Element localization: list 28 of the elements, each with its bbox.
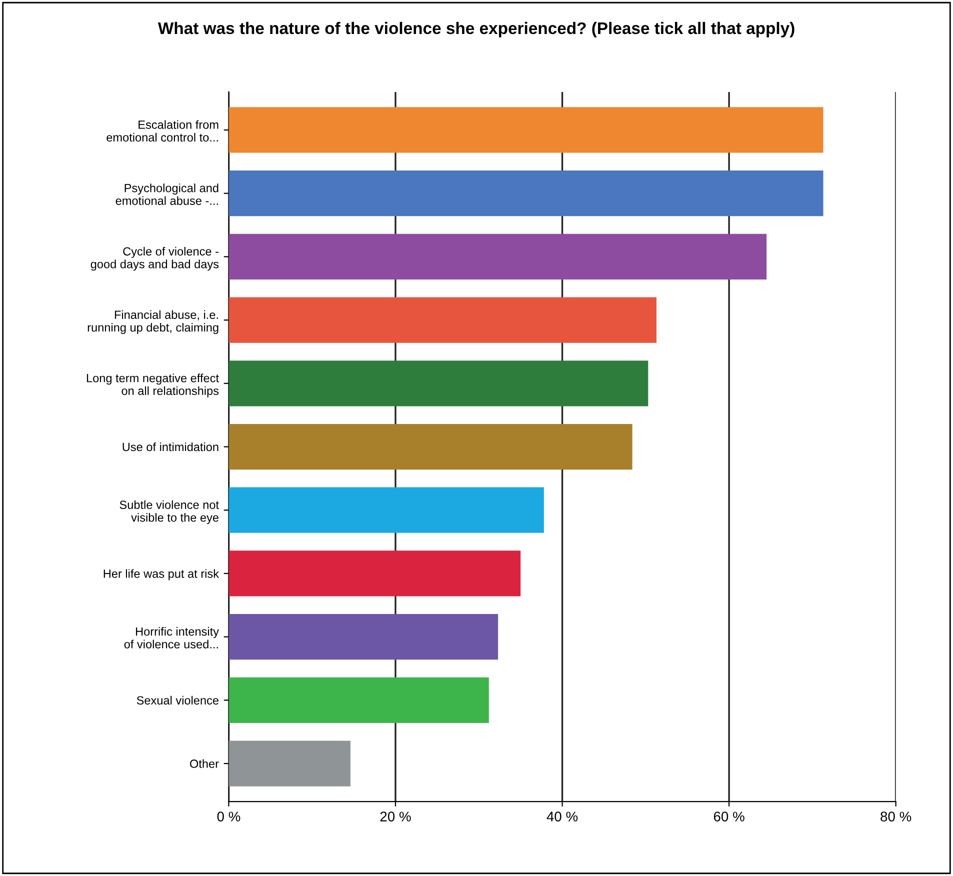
y-tick-label: Psychological and emotional abuse -...	[116, 184, 218, 205]
y-tick-label: Other	[190, 759, 219, 768]
y-tick-label: Use of intimidation	[122, 442, 218, 452]
bar	[228, 677, 489, 723]
bar	[228, 424, 632, 470]
y-tick-label: Escalation from emotional control to...	[106, 120, 218, 142]
y-tick-label: Cycle of violence - good days and bad days	[90, 246, 219, 271]
y-tick-label: Financial abuse, i.e. running up debt, claiming	[88, 310, 218, 334]
bar	[228, 614, 498, 660]
bar	[228, 170, 824, 216]
bar	[228, 360, 648, 406]
y-tick-label: Long term negative effect on all relationships	[86, 374, 219, 398]
y-tick-label: Horrific intensity of violence used...	[124, 627, 219, 648]
x-tick-label: 20 %	[380, 812, 411, 822]
bar	[228, 740, 350, 786]
x-tick-label: 80 %	[880, 812, 912, 822]
bar	[228, 107, 824, 153]
bar	[228, 297, 656, 343]
x-tick-label: 60 %	[714, 812, 744, 822]
chart-title: What was the nature of the violence she experienced? (Please tick all that apply)	[158, 22, 794, 38]
x-tick-label: 0 %	[217, 812, 240, 822]
y-tick-label: Sexual violence	[136, 696, 218, 705]
x-tick-label: 40 %	[546, 812, 578, 822]
bar	[228, 234, 767, 280]
y-tick-label: Her life was put at risk	[104, 569, 220, 580]
y-tick-label: Subtle violence not visible to the eye	[120, 500, 219, 524]
bar	[228, 487, 544, 533]
bar	[228, 550, 521, 596]
